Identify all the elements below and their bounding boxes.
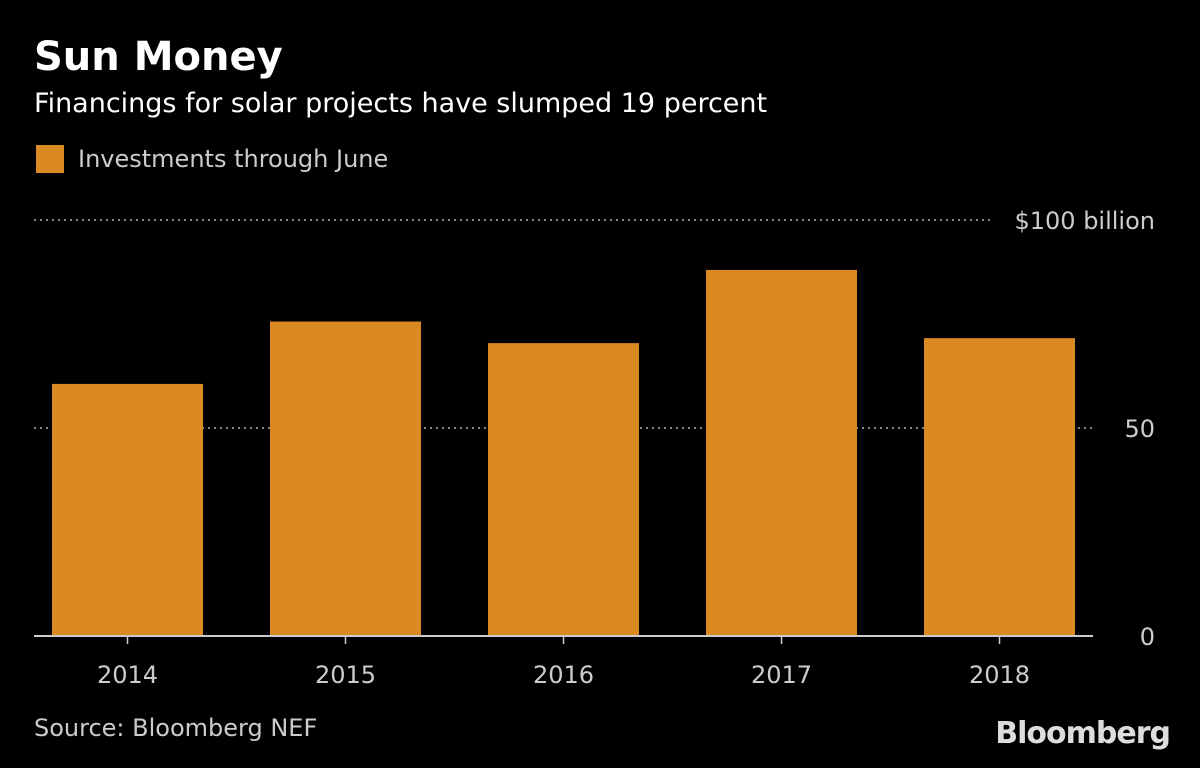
bloomberg-logo: Bloomberg: [995, 716, 1171, 751]
x-tick-label: 2017: [751, 661, 812, 689]
legend-swatch: [36, 145, 64, 173]
x-tick-label: 2018: [969, 661, 1030, 689]
x-tick-label: 2014: [97, 661, 158, 689]
bar-2014: [52, 383, 203, 636]
y-tick-label: $100 billion: [1014, 207, 1155, 235]
chart-subtitle: Financings for solar projects have slump…: [34, 88, 768, 119]
x-tick-label: 2015: [315, 661, 376, 689]
bar-2016: [488, 343, 639, 636]
bar-2015: [270, 321, 421, 636]
legend-label: Investments through June: [78, 145, 389, 173]
x-tick-label: 2016: [533, 661, 594, 689]
y-tick-label: 50: [1124, 415, 1155, 443]
source-note: Source: Bloomberg NEF: [34, 714, 318, 742]
y-tick-label: 0: [1140, 623, 1155, 651]
bar-2018: [924, 338, 1075, 636]
legend: Investments through June: [36, 145, 388, 173]
chart-title: Sun Money: [34, 34, 283, 80]
bar-2017: [706, 269, 857, 636]
